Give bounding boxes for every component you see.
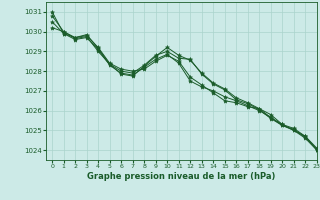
X-axis label: Graphe pression niveau de la mer (hPa): Graphe pression niveau de la mer (hPa) bbox=[87, 172, 276, 181]
